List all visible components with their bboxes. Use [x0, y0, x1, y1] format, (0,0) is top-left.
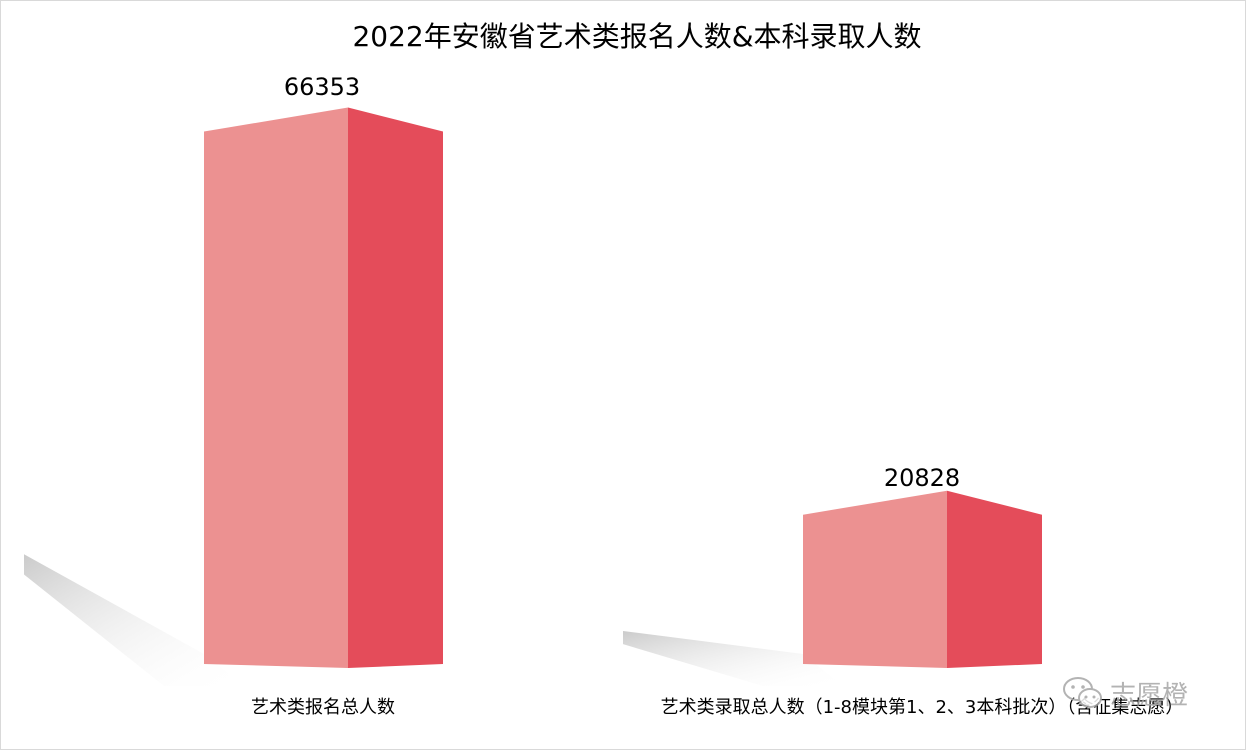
chart-title: 2022年安徽省艺术类报名人数&本科录取人数	[352, 20, 921, 53]
category-label-2: 艺术类录取总人数（1-8模块第1、2、3本科批次）（含征集志愿）	[661, 697, 1184, 718]
watermark: 志愿橙	[1063, 677, 1188, 711]
wechat-icon	[1063, 677, 1102, 708]
bar-front-1	[204, 107, 348, 668]
bar-shadow-2	[623, 630, 843, 686]
bar-shadows	[24, 554, 843, 686]
data-label-1: 66353	[284, 73, 360, 101]
bar-side-1	[348, 107, 443, 668]
data-label-2: 20828	[884, 464, 960, 492]
watermark-text: 志愿橙	[1110, 681, 1188, 711]
bars-group	[204, 107, 1042, 668]
bar-side-2	[947, 490, 1042, 668]
bar-front-2	[803, 490, 947, 668]
bar-shadow-1	[24, 554, 244, 686]
category-label-1: 艺术类报名总人数	[251, 697, 395, 718]
